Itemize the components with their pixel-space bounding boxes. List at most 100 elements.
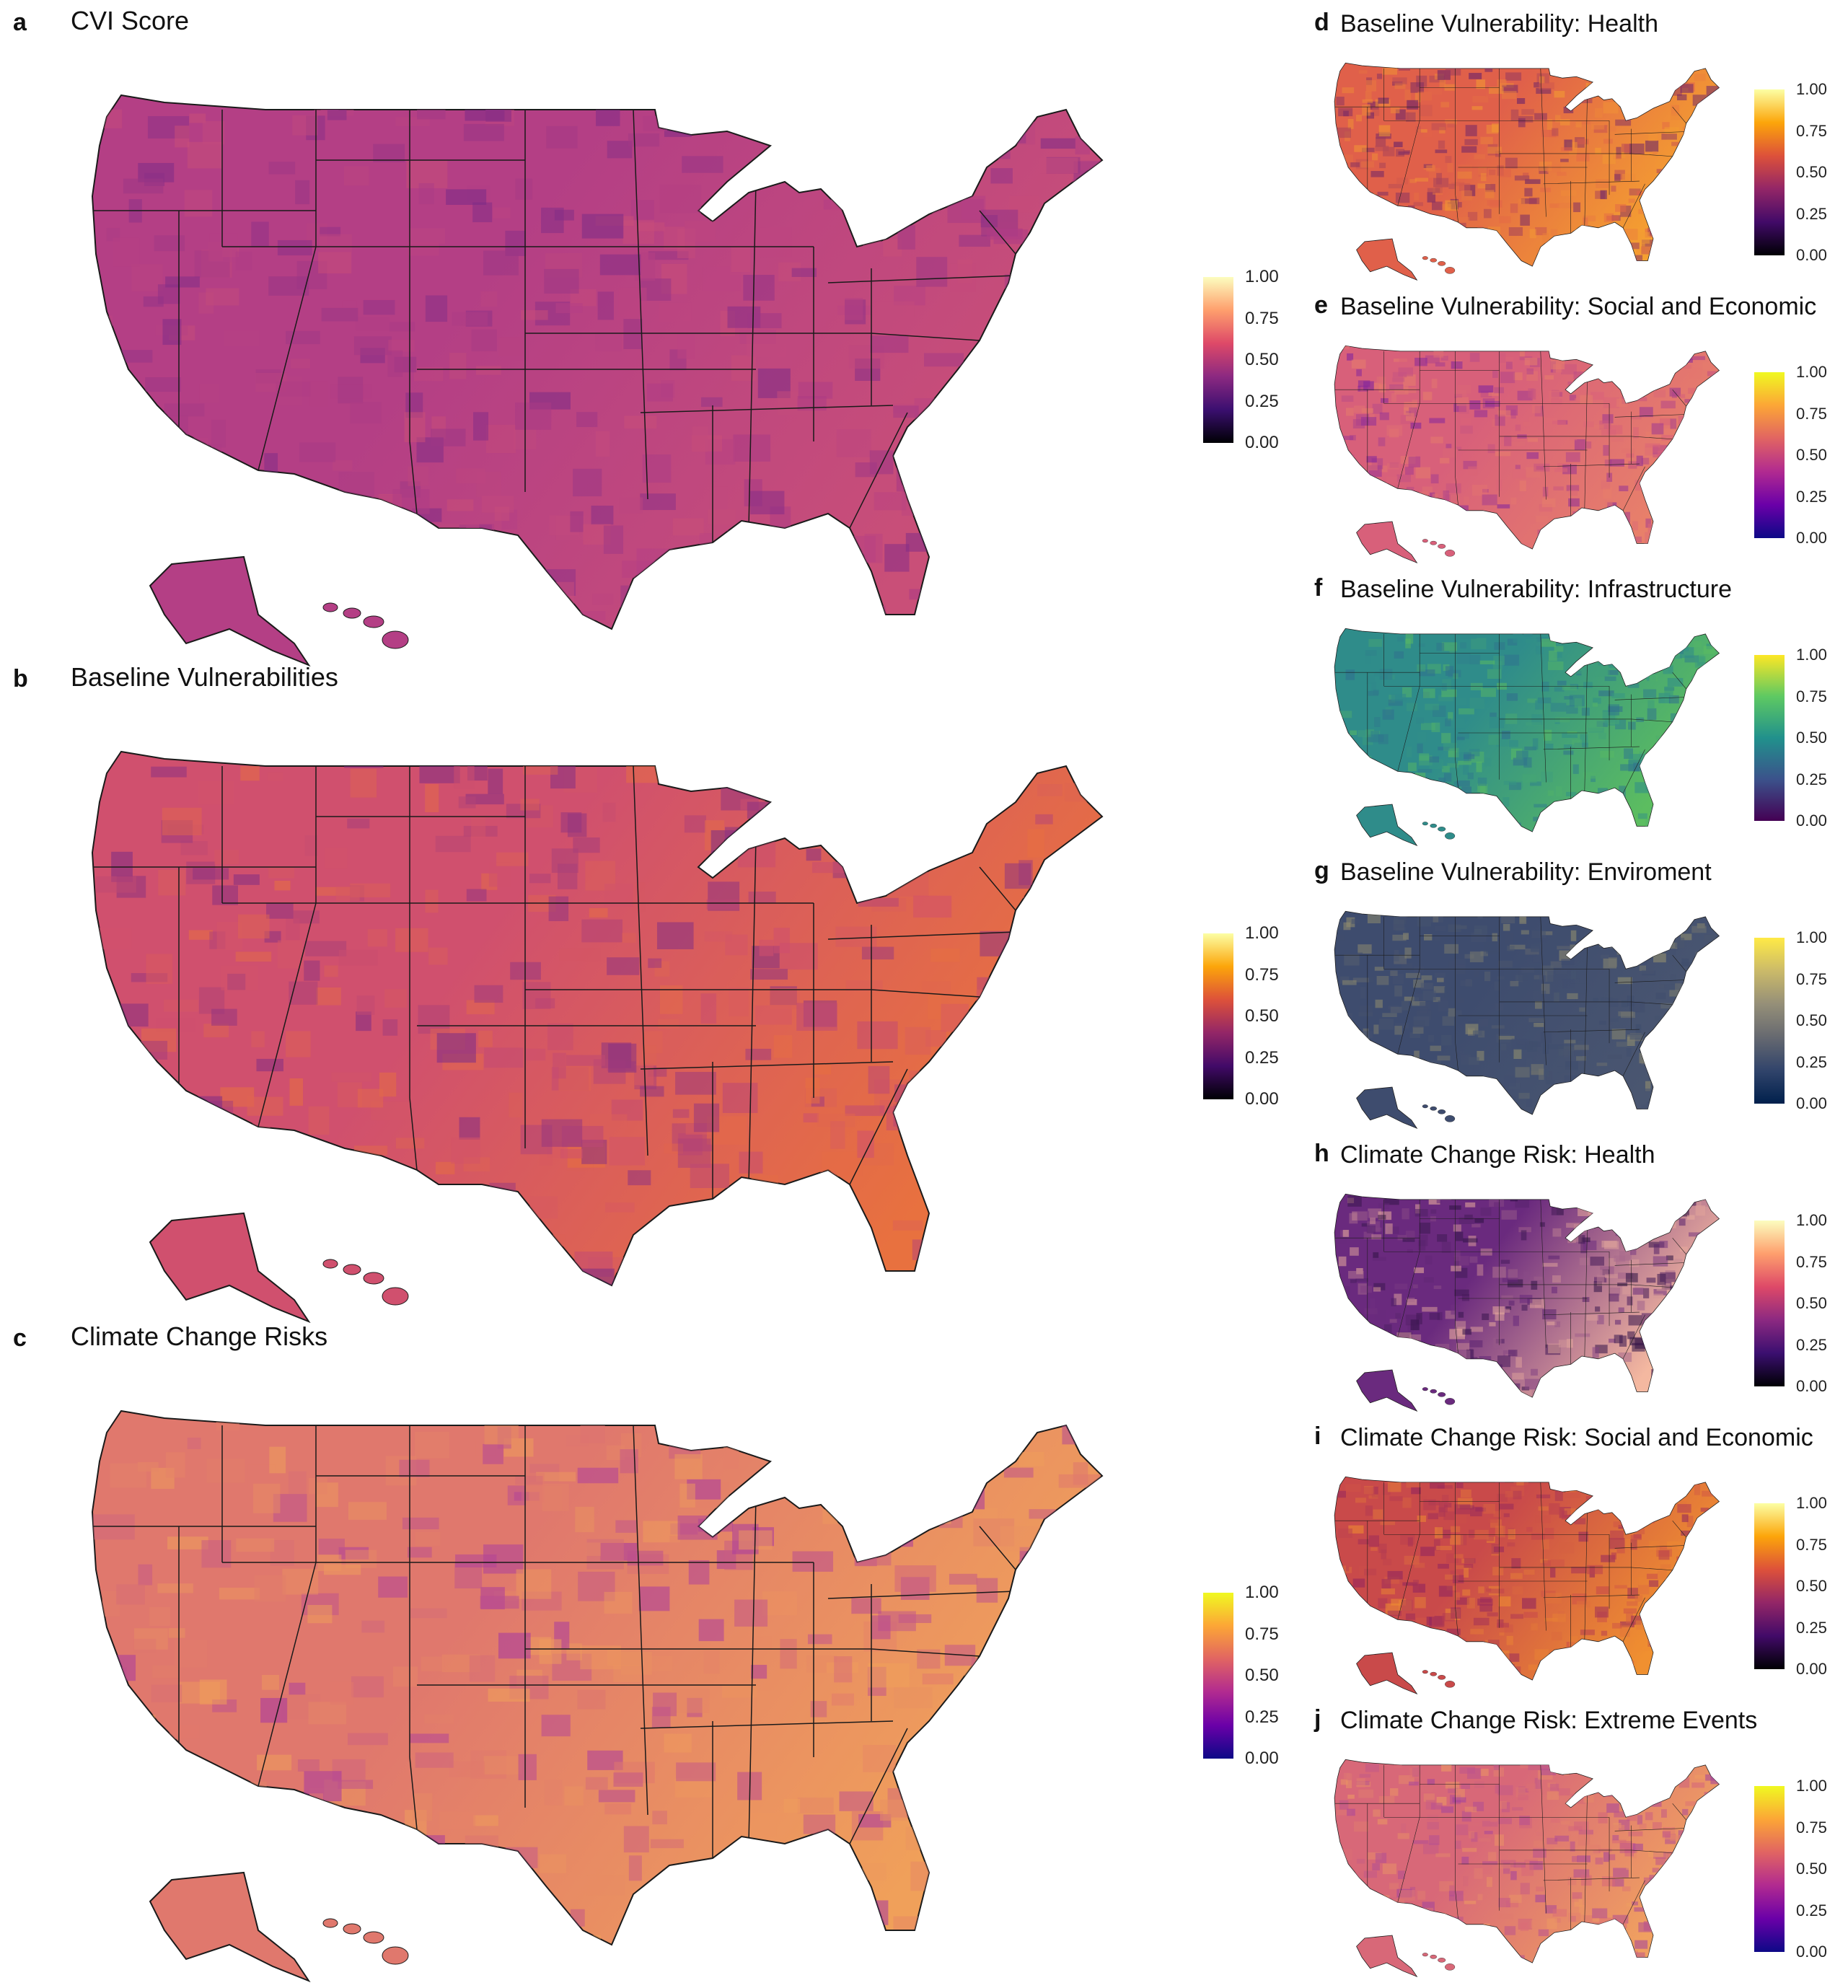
county-cell: [615, 1520, 637, 1533]
county-cell: [1697, 1640, 1704, 1645]
county-cell: [1608, 957, 1617, 967]
county-cell: [1556, 1676, 1572, 1681]
county-cell: [485, 104, 511, 122]
county-cell: [1664, 984, 1678, 990]
county-cell: [626, 756, 667, 783]
county-cell: [1394, 985, 1403, 997]
state-border: [1397, 1534, 1420, 1620]
county-cell: [1485, 92, 1501, 99]
county-cell: [1391, 1298, 1396, 1306]
county-cell: [942, 1899, 956, 1925]
county-cell: [1715, 1965, 1728, 1973]
county-cell: [1694, 1917, 1706, 1928]
county-cell: [282, 606, 307, 629]
county-cell: [1034, 1644, 1049, 1669]
county-cell: [1592, 1347, 1599, 1358]
county-cell: [1030, 304, 1055, 327]
county-cell: [591, 505, 614, 525]
county-cell: [1400, 1101, 1407, 1109]
hawaii-island: [363, 615, 384, 628]
county-cell: [1469, 654, 1481, 665]
county-cell: [1599, 1917, 1616, 1927]
legend-tick: [1785, 1262, 1790, 1263]
legend-tick-label: 1.00: [1796, 1777, 1827, 1795]
county-cell: [1726, 1604, 1735, 1608]
county-cell: [623, 1826, 649, 1853]
county-cell: [1370, 1624, 1383, 1636]
county-cell: [1075, 1270, 1096, 1285]
county-cell: [266, 1227, 304, 1237]
county-cell: [1576, 153, 1590, 162]
county-cell: [1380, 234, 1393, 239]
county-cell: [623, 319, 643, 349]
county-cell: [685, 1945, 700, 1958]
county-cell: [1452, 253, 1461, 258]
county-cell: [1505, 72, 1522, 81]
county-cell: [1569, 395, 1577, 401]
county-cell: [1522, 1598, 1536, 1609]
county-cell: [1361, 497, 1376, 503]
county-cell: [1564, 696, 1573, 700]
county-cell: [1495, 1650, 1510, 1661]
county-cell: [1009, 1823, 1039, 1850]
state-border: [1622, 183, 1645, 228]
county-cell: [1484, 190, 1495, 198]
state-border: [1614, 131, 1686, 135]
county-cell: [1358, 380, 1370, 387]
county-cell: [1559, 1116, 1565, 1124]
county-cell: [1660, 1342, 1669, 1350]
county-cell: [1580, 1629, 1595, 1635]
county-cell: [1001, 1723, 1017, 1741]
county-cell: [910, 1861, 937, 1891]
county-cell: [1582, 1377, 1589, 1387]
county-cell: [1579, 1007, 1585, 1012]
county-cell: [1583, 1030, 1592, 1035]
county-cell: [1470, 1118, 1480, 1128]
county-cell: [1712, 380, 1720, 392]
county-cell: [419, 763, 460, 783]
county-cell: [1661, 1884, 1669, 1890]
county-cell: [879, 790, 907, 808]
county-cell: [1371, 1227, 1382, 1232]
county-cell: [1681, 824, 1689, 832]
county-cell: [1629, 1034, 1643, 1040]
contiguous-us-shape: [91, 94, 1104, 630]
county-cell: [1502, 1109, 1515, 1115]
county-cell: [1378, 1544, 1387, 1554]
county-cell: [505, 1847, 538, 1868]
county-cell: [1593, 350, 1603, 359]
county-cell: [1728, 630, 1735, 641]
county-cell: [863, 211, 905, 228]
county-cell: [1406, 1648, 1417, 1654]
county-cell: [1344, 1675, 1354, 1681]
county-cell: [1719, 1505, 1720, 1511]
county-cell: [862, 1862, 886, 1881]
county-cell: [1359, 1774, 1371, 1778]
county-cell: [1521, 930, 1529, 935]
county-cell: [1590, 1076, 1604, 1080]
county-cell: [1350, 205, 1364, 212]
county-cell: [1480, 817, 1487, 823]
county-cell: [692, 426, 708, 452]
county-cell: [1352, 977, 1369, 982]
county-cell: [1462, 1329, 1472, 1335]
county-cell: [216, 1417, 239, 1430]
county-cell: [998, 1073, 1025, 1086]
county-cell: [885, 96, 901, 112]
county-cell: [1018, 1451, 1044, 1466]
county-cell: [1663, 1334, 1669, 1340]
county-cell: [1556, 1208, 1564, 1215]
county-cell: [439, 1811, 476, 1829]
county-cell: [1552, 1909, 1567, 1917]
county-cell: [921, 981, 951, 994]
county-cell: [1652, 537, 1665, 543]
county-cell: [1549, 203, 1559, 208]
county-cell: [1725, 1400, 1741, 1407]
county-cell: [1538, 697, 1552, 704]
county-cell: [791, 268, 817, 277]
county-cell: [1358, 70, 1368, 74]
county-cell: [1071, 1603, 1087, 1627]
county-cell: [1578, 1531, 1588, 1542]
county-cell: [1337, 1528, 1352, 1538]
county-cell: [1567, 731, 1578, 735]
